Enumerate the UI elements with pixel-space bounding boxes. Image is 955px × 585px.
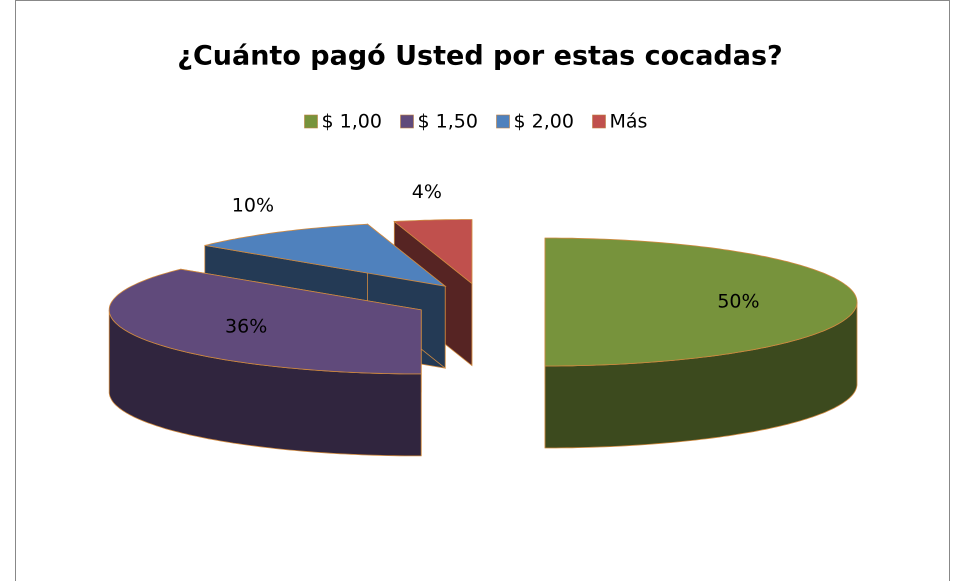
legend-swatch bbox=[400, 114, 414, 129]
pie: 4% 10% 50% 36% bbox=[108, 181, 858, 457]
slice-top bbox=[204, 223, 447, 287]
slice-top bbox=[544, 237, 858, 367]
slice-top bbox=[393, 219, 473, 285]
data-label: 10% bbox=[232, 195, 274, 217]
data-label: 4% bbox=[412, 181, 442, 203]
legend-label: $ 1,00 bbox=[322, 111, 382, 133]
legend-label: Más bbox=[610, 111, 648, 133]
data-label: 50% bbox=[717, 291, 759, 313]
legend: $ 1,00 $ 1,50 $ 2,00 Más bbox=[304, 111, 648, 133]
legend-swatch bbox=[304, 114, 318, 129]
pie-slice bbox=[108, 268, 422, 457]
legend-label: $ 1,50 bbox=[418, 111, 478, 133]
slice-top bbox=[108, 268, 422, 375]
pie-slice bbox=[544, 237, 858, 449]
legend-swatch bbox=[496, 114, 510, 129]
legend-label: $ 2,00 bbox=[514, 111, 574, 133]
data-label: 36% bbox=[225, 315, 267, 337]
chart-title: ¿Cuánto pagó Usted por estas cocadas? bbox=[177, 41, 782, 72]
legend-swatch bbox=[592, 114, 606, 129]
